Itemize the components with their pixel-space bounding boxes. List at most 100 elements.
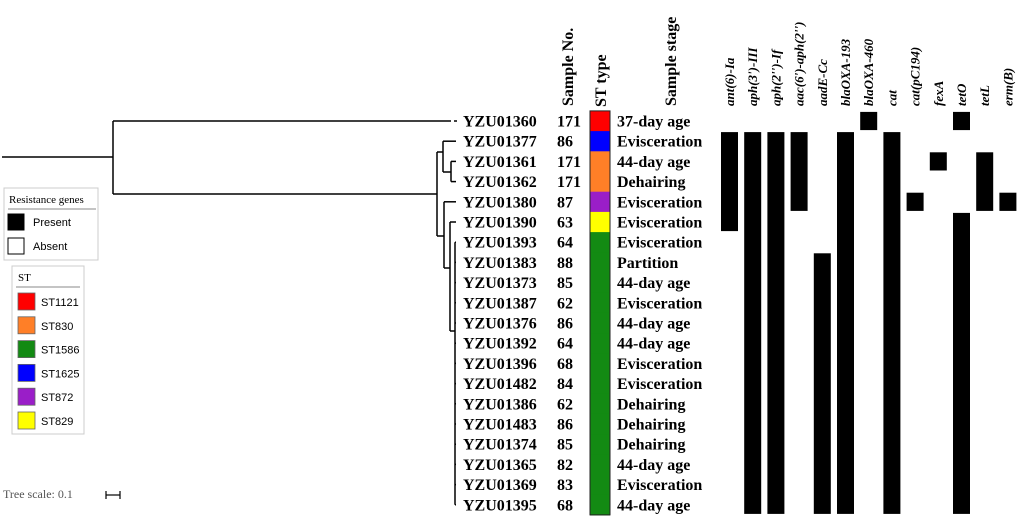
st-type-cell	[590, 252, 610, 274]
st-type-cell	[590, 151, 610, 173]
st-type-cell	[590, 353, 610, 375]
gene-label: tetO	[954, 83, 969, 106]
st-type-cell	[590, 373, 610, 395]
isolate-id: YZU01393	[463, 235, 537, 252]
gene-label: cat	[884, 90, 899, 106]
st-swatch	[17, 411, 36, 430]
st-type-cell	[590, 171, 610, 193]
st-type-cell	[590, 474, 610, 496]
isolate-id: YZU01395	[463, 497, 537, 514]
sample-stage: Evisceration	[617, 295, 702, 312]
st-label: ST1586	[41, 345, 80, 357]
sample-number: 85	[557, 437, 573, 454]
isolate-labels: YZU01360 171 37-day age YZU01377 86 Eviscerat…	[463, 110, 702, 516]
tree-scale: Tree scale: 0.1	[3, 487, 121, 501]
st-swatch	[17, 387, 36, 406]
gene-label: aac(6')-aph(2'')	[792, 22, 807, 106]
st-swatch	[17, 363, 36, 382]
isolate-id: YZU01377	[463, 134, 537, 151]
sample-number: 68	[557, 356, 573, 373]
sample-number: 86	[557, 134, 573, 151]
header-st-type: ST type	[593, 54, 610, 107]
gene-label: aadE-Cc	[815, 59, 830, 106]
sample-stage: 44-day age	[617, 316, 690, 333]
sample-stage: Evisceration	[617, 134, 702, 151]
st-type-cell	[590, 312, 610, 334]
legend-label: Absent	[33, 241, 67, 253]
sample-number: 84	[557, 376, 573, 393]
sample-stage: 37-day age	[617, 114, 690, 131]
st-label: ST872	[41, 392, 73, 404]
isolate-id: YZU01361	[463, 154, 537, 171]
gene-label: cat(pC194)	[908, 47, 923, 106]
sample-number: 62	[557, 295, 573, 312]
st-type-cell	[590, 232, 610, 253]
gene-present-bar	[860, 111, 878, 131]
sample-stage: Dehairing	[617, 396, 685, 413]
sample-number: 82	[557, 457, 573, 474]
isolate-id: YZU01376	[463, 316, 537, 333]
gene-present-bar	[813, 253, 831, 514]
sample-stage: Evisceration	[617, 235, 702, 252]
sample-number: 85	[557, 275, 573, 292]
sample-number: 171	[557, 154, 581, 171]
st-type-cell	[590, 211, 610, 233]
sample-stage: Partition	[617, 255, 678, 272]
sample-number: 63	[557, 215, 573, 232]
sample-number: 64	[557, 235, 573, 252]
sample-number: 83	[557, 477, 573, 494]
st-type-cell	[590, 191, 610, 213]
st-type-cell	[590, 434, 610, 455]
sample-stage: Dehairing	[617, 174, 685, 191]
isolate-id: YZU01380	[463, 194, 537, 211]
isolate-id: YZU01396	[463, 356, 537, 373]
gene-presence-matrix	[721, 111, 1017, 514]
sample-number: 68	[557, 497, 573, 514]
st-label: ST830	[41, 321, 73, 333]
st-swatch	[17, 316, 36, 335]
sample-stage: 44-day age	[617, 457, 690, 474]
sample-number: 64	[557, 336, 573, 353]
sample-number: 86	[557, 316, 573, 333]
gene-label: tetL	[977, 85, 992, 106]
gene-present-bar	[953, 111, 970, 131]
isolate-id: YZU01365	[463, 457, 537, 474]
sample-stage: 44-day age	[617, 275, 690, 292]
gene-present-bar	[790, 132, 808, 211]
isolate-id: YZU01392	[463, 336, 537, 353]
isolate-id: YZU01374	[463, 437, 537, 454]
isolate-id: YZU01373	[463, 275, 537, 292]
gene-present-bar	[837, 132, 854, 514]
sample-number: 86	[557, 417, 573, 434]
sample-stage: Evisceration	[617, 376, 702, 393]
header-sample-stage: Sample stage	[663, 17, 680, 106]
legend-swatch	[7, 213, 25, 231]
gene-present-bar	[929, 152, 947, 171]
gene-label: blaOXA-460	[861, 38, 876, 106]
st-label: ST829	[41, 416, 73, 428]
sample-stage: Evisceration	[617, 356, 702, 373]
resistance-legend-title: Resistance genes	[9, 194, 84, 206]
gene-present-bar	[883, 132, 901, 514]
gene-label: aph(3')-III	[745, 47, 760, 106]
isolate-id: YZU01369	[463, 477, 537, 494]
isolate-id: YZU01362	[463, 174, 537, 191]
sample-stage: 44-day age	[617, 154, 690, 171]
gene-present-bar	[721, 132, 738, 232]
gene-present-bar	[976, 152, 994, 211]
gene-present-bar	[744, 132, 762, 514]
gene-label: erm(B)	[1000, 68, 1015, 106]
legend-swatch	[7, 237, 25, 255]
st-label: ST1121	[41, 297, 79, 309]
gene-present-bar	[906, 192, 924, 211]
column-headers: Sample No. ST type Sample stage ant(6)-Ia ap…	[560, 17, 1015, 107]
isolate-id: YZU01387	[463, 295, 537, 312]
sample-number: 62	[557, 396, 573, 413]
gene-label: blaOXA-193	[838, 38, 853, 106]
st-type-cell	[590, 413, 610, 435]
sample-stage: 44-day age	[617, 336, 690, 353]
st-type-column-border	[589, 110, 611, 516]
isolate-id: YZU01383	[463, 255, 537, 272]
st-type-cell	[590, 454, 610, 476]
